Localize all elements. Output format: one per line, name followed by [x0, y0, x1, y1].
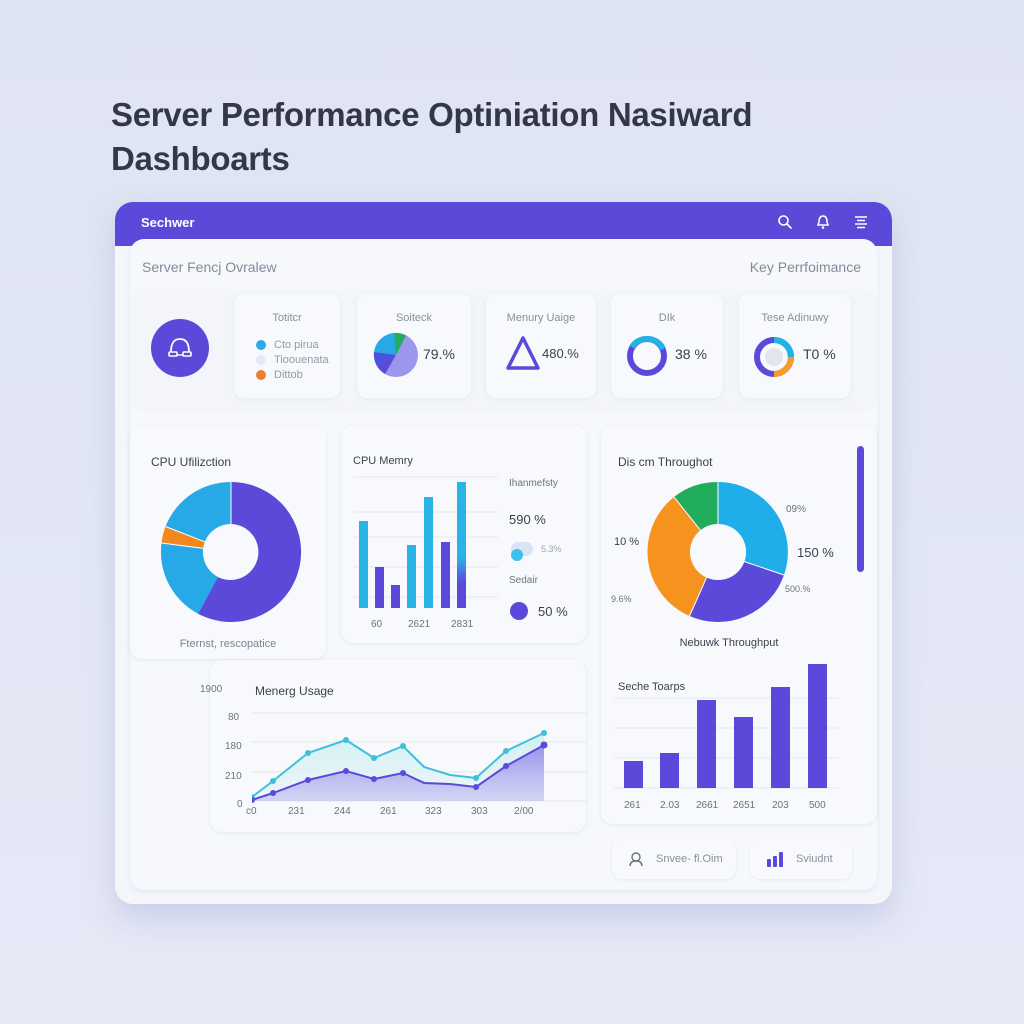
kpi-value: 79.% [423, 346, 455, 362]
x-axis-label: 2621 [408, 619, 431, 630]
panel-title: Menerg Usage [255, 684, 334, 698]
legend-label: Tioouenata [274, 354, 329, 366]
legend-value: 590 % [509, 512, 546, 527]
donut-icon [754, 337, 794, 377]
button-label: Snvee- fl.Oim [656, 853, 723, 865]
legend-item: Cto pirua [256, 339, 319, 351]
disk-donut-chart[interactable] [647, 481, 789, 623]
slice-label: 09% [786, 504, 807, 515]
kpi-value: T0 % [803, 346, 836, 362]
legend-dot [256, 370, 266, 380]
headset-icon[interactable] [151, 319, 209, 377]
section-title-overview: Server Fencj Ovralew [142, 259, 277, 275]
kpi-card-memory-usage[interactable]: Menury Uaige 480.% [486, 294, 596, 398]
legend-sub-value: 5.3% [541, 544, 562, 554]
triangle-icon [506, 336, 540, 370]
legend-label: Cto pirua [274, 339, 319, 351]
kpi-card-title: Tese Adinuwy [761, 312, 829, 324]
slice-label: 150 % [797, 545, 834, 560]
x-axis-label: 244 [334, 806, 351, 817]
panel-title: CPU Memry [353, 455, 413, 467]
kpi-card-title: Menury Uaige [506, 312, 576, 324]
x-axis-label: 2831 [451, 619, 474, 630]
x-axis-label: c0 [246, 806, 257, 817]
scrollbar[interactable] [857, 446, 864, 572]
panel-title: CPU Ufilizction [151, 455, 232, 469]
section-title-key-performance: Key Perrfoimance [749, 259, 861, 275]
kpi-value: 480.% [542, 346, 579, 361]
kpi-card-activity[interactable]: Tese Adinuwy T0 % [739, 294, 851, 398]
search-icon[interactable] [776, 213, 794, 231]
page-title-line2: Dashboarts [111, 140, 290, 177]
button-label: Sviudnt [796, 853, 833, 865]
x-axis-label: 2.03 [660, 800, 680, 811]
legend-dot [510, 602, 528, 620]
y-axis-label: 1900 [200, 684, 223, 695]
x-axis-label: 203 [772, 800, 789, 811]
legend-dot [256, 340, 266, 350]
cpu-utilization-panel: CPU Ufilizction Fternst, rescopatice [130, 426, 326, 659]
summary-button[interactable]: Sviudnt [750, 839, 852, 879]
legend-item: Dittob [256, 369, 303, 381]
slice-label: 9.6% [611, 594, 632, 604]
legend-value: 50 % [538, 604, 568, 619]
cpu-memory-bar-chart[interactable] [353, 476, 498, 611]
kpi-card-soiteck[interactable]: Soiteck 79.% [357, 294, 471, 398]
menu-icon[interactable] [852, 213, 870, 231]
bar-chart-icon [767, 852, 783, 867]
kpi-card-disk[interactable]: DIk 38 % [611, 294, 723, 398]
app-name: Sechwer [141, 214, 195, 230]
x-axis-label: 2651 [733, 800, 756, 811]
page-title-line1: Server Performance Optiniation Nasiward [111, 96, 753, 133]
legend-item: Tioouenata [256, 354, 329, 366]
y-axis-label: 180 [225, 741, 242, 752]
kpi-card-title: DIk [658, 312, 676, 324]
page-title: Server Performance Optiniation Nasiward … [111, 93, 871, 181]
legend-label: Dittob [274, 369, 303, 381]
x-axis-label: 231 [288, 806, 305, 817]
slice-label: 10 % [614, 536, 640, 548]
disk-throughput-panel: Dis cm Throughot 09% 10 % 150 % 500.% 9.… [601, 426, 877, 824]
donut-icon [627, 336, 667, 376]
legend-dot [256, 355, 266, 365]
bell-icon[interactable] [814, 213, 832, 231]
x-axis-label: 261 [380, 806, 397, 817]
pie-icon [373, 332, 418, 377]
legend-dot [511, 549, 523, 561]
y-axis-label: 80 [228, 712, 240, 723]
kpi-row: Totitcr Cto pirua Tioouenata Dittob Soit… [130, 289, 877, 411]
service-chart-title: Seche Toarps [618, 681, 686, 693]
service-bar-chart[interactable] [614, 663, 844, 798]
dashboard-content: Server Fencj Ovralew Key Perrfoimance To… [130, 239, 877, 890]
x-axis-label: 2/00 [514, 806, 534, 817]
x-axis-label: 2661 [696, 800, 719, 811]
kpi-card-title: Soiteck [395, 312, 433, 324]
kpi-card-legend[interactable]: Totitcr Cto pirua Tioouenata Dittob [234, 294, 340, 398]
slice-label: 500.% [785, 584, 811, 594]
memory-area-chart[interactable] [252, 701, 592, 806]
user-icon [629, 852, 643, 867]
cpu-donut-chart[interactable] [160, 481, 302, 623]
legend-label: Ihanmefsty [509, 478, 558, 489]
server-status-button[interactable]: Snvee- fl.Oim [612, 839, 736, 879]
x-axis-label: 261 [624, 800, 641, 811]
y-axis-label: 210 [225, 771, 242, 782]
x-axis-label: 323 [425, 806, 442, 817]
panel-footer-label: Fternst, rescopatice [179, 638, 277, 650]
legend-label: Sedair [509, 575, 538, 586]
dashboard-window: Sechwer Server Fencj Ovralew Key Perrfoi… [115, 202, 892, 904]
titlebar: Sechwer [115, 202, 892, 246]
y-axis-label: 0 [237, 799, 243, 810]
x-axis-label: 500 [809, 800, 826, 811]
titlebar-actions [776, 213, 870, 231]
x-axis-label: 303 [471, 806, 488, 817]
panel-footer-label: Nebuwk Throughput [679, 637, 779, 649]
cpu-memory-panel: CPU Memry 60 2621 2831 Ihanmefsty 590 [341, 426, 587, 643]
kpi-value: 38 % [675, 346, 707, 362]
x-axis-label: 60 [371, 619, 383, 630]
kpi-card-title: Totitcr [272, 312, 302, 324]
panel-title: Dis cm Throughot [618, 455, 713, 469]
